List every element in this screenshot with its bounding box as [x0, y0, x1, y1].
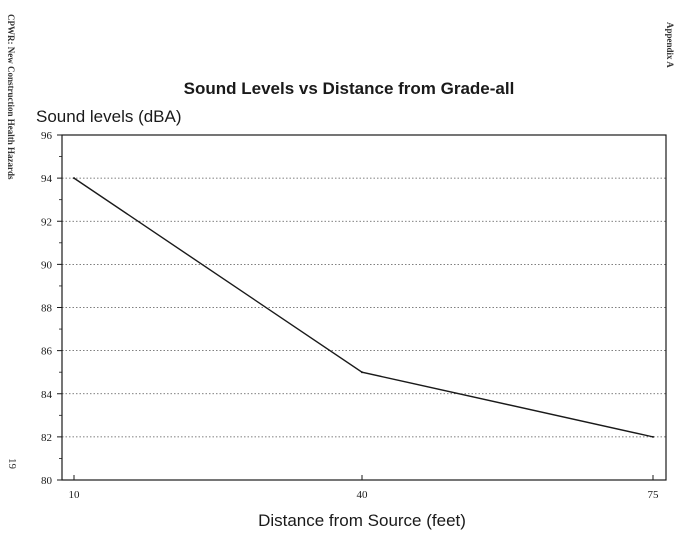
y-tick-label: 92	[41, 216, 52, 228]
chart-title: Sound Levels vs Distance from Grade-all	[184, 79, 515, 98]
x-tick-label: 10	[69, 489, 81, 501]
y-tick-label: 90	[41, 259, 53, 271]
y-tick-label: 88	[41, 303, 53, 315]
page-number: 19	[6, 458, 18, 469]
x-axis-label: Distance from Source (feet)	[258, 511, 466, 530]
data-point	[361, 371, 363, 374]
x-axis: 10 40 75	[69, 475, 660, 501]
y-tick-label: 80	[41, 475, 53, 487]
y-tick-label: 94	[41, 173, 53, 185]
y-tick-label: 96	[41, 130, 53, 142]
series	[73, 177, 654, 438]
x-tick-label: 75	[648, 489, 660, 501]
data-point	[652, 435, 654, 438]
y-axis-label: Sound levels (dBA)	[36, 107, 182, 126]
y-axis: 80 82 84 86 88 90 92 94 96	[41, 130, 62, 487]
margin-header-left: CPWR: New Construction Health Hazards	[6, 14, 16, 180]
x-tick-label: 40	[357, 489, 369, 501]
gridlines	[62, 177, 666, 438]
y-tick-label: 84	[41, 389, 53, 401]
margin-header-right: Appendix A	[665, 22, 675, 68]
y-tick-label: 82	[41, 432, 52, 444]
y-tick-label: 86	[41, 346, 53, 358]
data-point	[73, 177, 75, 180]
